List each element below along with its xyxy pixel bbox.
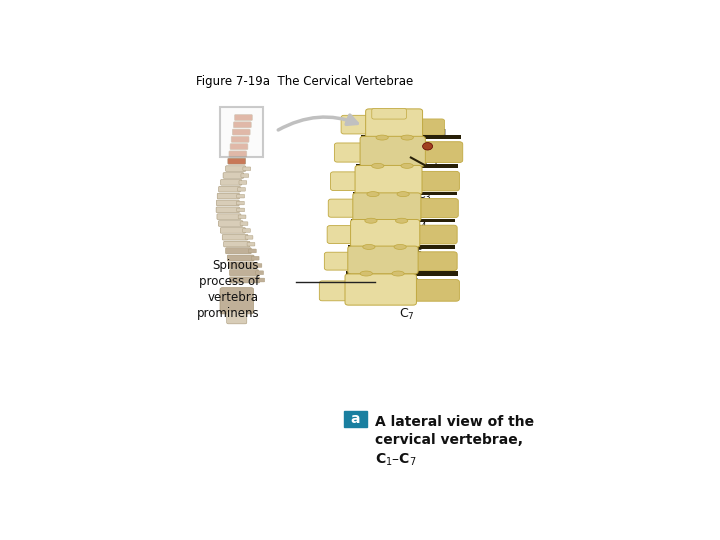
FancyBboxPatch shape [416, 171, 459, 191]
FancyBboxPatch shape [218, 221, 243, 226]
Bar [348, 245, 456, 248]
Ellipse shape [394, 245, 406, 249]
FancyBboxPatch shape [229, 262, 257, 268]
Text: C$_{3}$: C$_{3}$ [416, 188, 431, 203]
Text: Figure 7-19a  The Cervical Vertebrae: Figure 7-19a The Cervical Vertebrae [197, 75, 413, 88]
FancyBboxPatch shape [413, 252, 457, 271]
FancyBboxPatch shape [238, 187, 246, 191]
Ellipse shape [397, 192, 409, 197]
FancyBboxPatch shape [225, 248, 251, 254]
FancyBboxPatch shape [237, 208, 245, 212]
FancyBboxPatch shape [327, 226, 354, 244]
FancyBboxPatch shape [219, 186, 240, 192]
FancyBboxPatch shape [344, 411, 366, 427]
FancyBboxPatch shape [355, 165, 422, 194]
Bar [354, 192, 456, 195]
Text: Spinous
process of
vertebra
prominens: Spinous process of vertebra prominens [197, 259, 259, 320]
FancyBboxPatch shape [230, 269, 258, 275]
FancyBboxPatch shape [328, 199, 356, 217]
FancyBboxPatch shape [247, 242, 255, 246]
FancyBboxPatch shape [217, 193, 240, 199]
Ellipse shape [401, 135, 413, 140]
Text: C$_{6}$: C$_{6}$ [404, 273, 420, 288]
FancyBboxPatch shape [227, 311, 247, 324]
Ellipse shape [363, 245, 375, 249]
FancyBboxPatch shape [228, 158, 246, 164]
FancyBboxPatch shape [222, 234, 248, 240]
Bar [356, 164, 458, 168]
FancyBboxPatch shape [224, 241, 250, 247]
FancyBboxPatch shape [220, 107, 263, 157]
FancyBboxPatch shape [418, 119, 445, 135]
FancyBboxPatch shape [235, 114, 253, 120]
FancyBboxPatch shape [230, 144, 248, 150]
Ellipse shape [423, 143, 433, 150]
FancyBboxPatch shape [251, 256, 259, 260]
Text: C$_{1}$: C$_{1}$ [433, 124, 448, 139]
FancyBboxPatch shape [217, 200, 239, 206]
FancyBboxPatch shape [366, 109, 423, 138]
FancyBboxPatch shape [360, 136, 426, 166]
Ellipse shape [365, 218, 377, 223]
Bar [346, 272, 458, 276]
Ellipse shape [360, 271, 372, 276]
FancyBboxPatch shape [414, 225, 457, 244]
FancyBboxPatch shape [239, 181, 247, 184]
FancyBboxPatch shape [220, 227, 246, 233]
FancyBboxPatch shape [241, 174, 248, 178]
FancyBboxPatch shape [353, 193, 421, 221]
FancyBboxPatch shape [229, 151, 247, 157]
Text: A lateral view of the
cervical vertebrae,
C$_1$–C$_7$: A lateral view of the cervical vertebrae… [374, 415, 534, 468]
FancyBboxPatch shape [245, 235, 253, 239]
FancyBboxPatch shape [415, 199, 458, 218]
FancyBboxPatch shape [341, 116, 369, 134]
FancyBboxPatch shape [372, 109, 406, 119]
Text: C$_{2}$: C$_{2}$ [423, 156, 438, 171]
FancyBboxPatch shape [217, 214, 241, 219]
FancyBboxPatch shape [223, 173, 244, 178]
FancyBboxPatch shape [225, 166, 246, 172]
FancyBboxPatch shape [243, 229, 251, 232]
FancyBboxPatch shape [334, 143, 364, 162]
FancyBboxPatch shape [231, 137, 249, 143]
FancyBboxPatch shape [243, 167, 251, 171]
FancyBboxPatch shape [257, 278, 265, 282]
FancyBboxPatch shape [236, 201, 244, 205]
FancyBboxPatch shape [238, 215, 246, 219]
FancyBboxPatch shape [351, 219, 420, 247]
Ellipse shape [367, 192, 379, 197]
Ellipse shape [372, 163, 384, 168]
FancyBboxPatch shape [330, 172, 359, 191]
FancyBboxPatch shape [348, 246, 418, 274]
FancyBboxPatch shape [420, 141, 463, 163]
FancyBboxPatch shape [256, 271, 264, 275]
FancyBboxPatch shape [220, 288, 253, 314]
Text: C$_{5}$: C$_{5}$ [408, 245, 424, 259]
FancyBboxPatch shape [240, 222, 248, 225]
FancyBboxPatch shape [345, 274, 416, 305]
FancyBboxPatch shape [237, 194, 245, 198]
FancyBboxPatch shape [230, 277, 260, 283]
Text: C$_{4}$: C$_{4}$ [412, 217, 428, 232]
Bar [351, 219, 456, 222]
FancyBboxPatch shape [248, 249, 256, 253]
Text: C$_{7}$: C$_{7}$ [399, 307, 415, 322]
FancyBboxPatch shape [228, 255, 254, 261]
FancyBboxPatch shape [233, 129, 250, 135]
Ellipse shape [401, 163, 413, 168]
FancyBboxPatch shape [216, 207, 240, 213]
FancyBboxPatch shape [254, 264, 262, 267]
Text: a: a [351, 412, 360, 426]
Ellipse shape [392, 271, 404, 276]
Bar [361, 136, 461, 139]
FancyBboxPatch shape [220, 179, 242, 185]
FancyBboxPatch shape [324, 252, 351, 270]
FancyBboxPatch shape [320, 281, 348, 301]
FancyBboxPatch shape [411, 280, 459, 301]
FancyBboxPatch shape [233, 122, 251, 128]
Ellipse shape [395, 218, 408, 223]
Ellipse shape [376, 135, 388, 140]
